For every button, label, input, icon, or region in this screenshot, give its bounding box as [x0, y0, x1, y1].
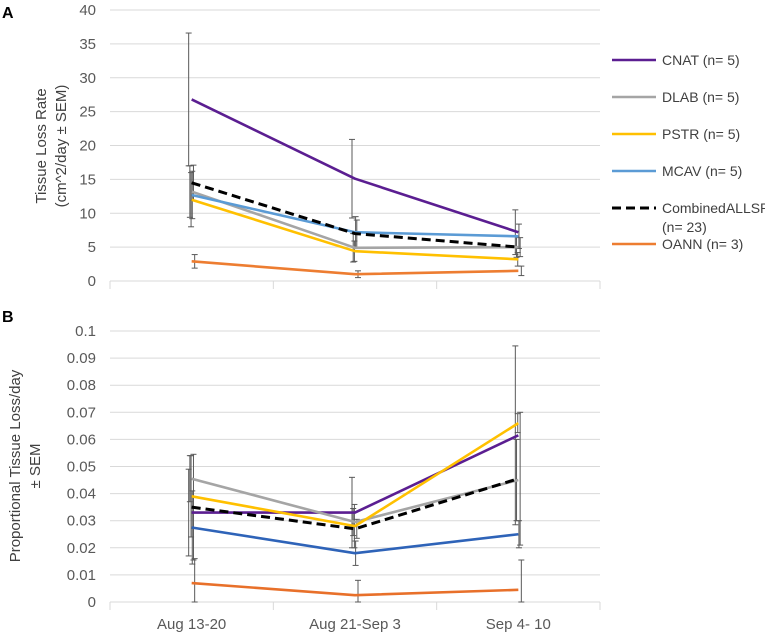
legend-label: DLAB (n= 5) [662, 89, 739, 105]
x-tick-label: Sep 4- 10 [486, 616, 551, 633]
panel-b: 0 0.01 0.02 0.03 0.04 0.05 0.06 0.07 0.08 0.09 0.1… [7, 323, 601, 633]
series-line-pstr [191, 198, 519, 261]
y-axis-label-line: Tissue Loss Rate [33, 88, 50, 203]
y-tick-label: 0 [88, 594, 96, 611]
x-tick-label: Aug 21-Sep 3 [309, 616, 401, 633]
legend-label: MCAV (n= 5) [662, 163, 742, 179]
legend-label: (n= 23) [662, 219, 707, 235]
y-tick-label: 35 [79, 36, 96, 53]
series-line-pstr [191, 422, 520, 528]
panel-a: 0 5 10 15 20 25 30 35 40 Tissue Loss Rate (cm^2/da… [33, 2, 765, 290]
panel-a-label: A [2, 5, 14, 22]
y-axis-label-line: (cm^2/day ± SEM) [53, 85, 70, 208]
y-tick-label: 0.07 [67, 404, 96, 421]
y-tick-label: 0.03 [67, 513, 96, 530]
y-axis-label: Proportional Tissue Loss/day ± SEM [7, 369, 44, 562]
series-line-cnat [191, 434, 519, 514]
series-line-dlab [191, 190, 519, 250]
y-tick-label: 0.02 [67, 540, 96, 557]
y-tick-label: 10 [79, 205, 96, 222]
legend-label: OANN (n= 3) [662, 236, 743, 252]
y-tick-label: 30 [79, 70, 96, 87]
y-tick-label: 5 [88, 239, 96, 256]
y-tick-label: 0.01 [67, 567, 96, 584]
panel-b-label: B [2, 309, 14, 326]
y-tick-label: 0.08 [67, 377, 96, 394]
y-tick-label: 0 [88, 273, 96, 290]
series-line-oann [191, 260, 519, 276]
legend-label: CombinedALLSPP [662, 200, 765, 216]
y-tick-label: 0.05 [67, 459, 96, 476]
y-axis-label: Tissue Loss Rate (cm^2/day ± SEM) [33, 85, 70, 208]
y-tick-label: 25 [79, 104, 96, 121]
y-tick-label: 0.04 [67, 486, 96, 503]
series-line-cnat [191, 98, 519, 234]
x-tick-label: Aug 13-20 [157, 616, 226, 633]
legend: CNAT (n= 5) DLAB (n= 5) PSTR (n= 5) MCAV (n… [612, 52, 765, 252]
y-axis-label-line: Proportional Tissue Loss/day [7, 369, 24, 562]
y-axis-label-line: ± SEM [27, 444, 44, 489]
y-tick-label: 15 [79, 171, 96, 188]
y-tick-label: 20 [79, 138, 96, 155]
series-line-combinedallspp [191, 181, 519, 249]
y-tick-label: 0.1 [75, 323, 96, 340]
y-tick-label: 0.06 [67, 431, 96, 448]
legend-label: PSTR (n= 5) [662, 126, 740, 142]
series-line-mcav [191, 526, 519, 555]
y-tick-label: 40 [79, 2, 96, 19]
legend-label: CNAT (n= 5) [662, 52, 740, 68]
series-line-oann [191, 581, 519, 597]
series-line-dlab [191, 477, 519, 524]
y-tick-label: 0.09 [67, 350, 96, 367]
